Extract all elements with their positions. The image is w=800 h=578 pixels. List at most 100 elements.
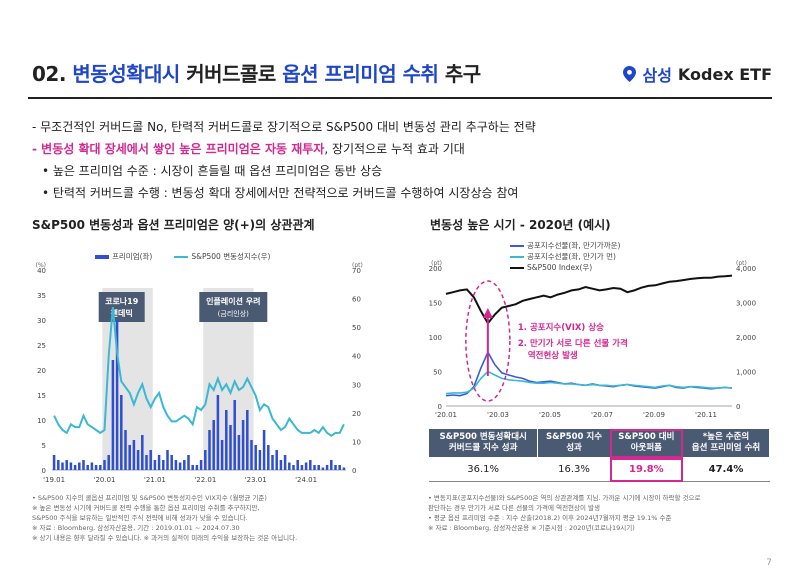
- bar: [309, 460, 312, 470]
- table-header-cell: S&P500 변동성확대시 커버드콜 지수 성과: [427, 428, 539, 458]
- bar: [69, 462, 73, 470]
- bar: [145, 455, 148, 470]
- bar: [153, 460, 157, 470]
- bar: [317, 465, 320, 470]
- bar: [338, 465, 341, 470]
- title-part-b: 커버드콜로: [186, 62, 276, 86]
- bar: [191, 465, 194, 470]
- note-line: S&P500 주식을 보유하는 일반적인 주식 전략에 비해 성과가 낮을 수 …: [32, 514, 248, 522]
- x-tick: '20.09: [643, 411, 665, 419]
- bar: [65, 460, 68, 470]
- bar: [233, 400, 236, 470]
- y-right-tick: 3,000: [736, 300, 756, 308]
- y-left-tick: 35: [37, 292, 46, 300]
- y-right-tick: 30: [352, 381, 361, 389]
- y-right-tick: 4,000: [736, 265, 756, 273]
- brand-name: Kodex ETF: [677, 64, 772, 84]
- left-chart: 코로나19 팬데믹 인플레이션 우려 (금리인상) (%) (pt) 0 5 10 15 20 25 3…: [36, 262, 363, 484]
- right-chart-title: 변동성 높은 시기 - 2020년 (예시): [430, 218, 611, 232]
- x-tick: '20.05: [539, 411, 561, 419]
- y-right-unit: (pt): [352, 262, 363, 269]
- bar: [94, 465, 98, 470]
- y-left-tick: 30: [37, 317, 46, 325]
- table-cell-highlight: 19.8%: [610, 457, 683, 482]
- bar: [82, 460, 85, 470]
- x-tick: '22.01: [194, 476, 216, 484]
- annotation-inversion: 역전현상 발생: [528, 350, 578, 361]
- bar: [107, 455, 110, 470]
- highlight-ellipse: [465, 280, 511, 402]
- bullet-list: - 무조건적인 커버드콜 No, 탄력적 커버드콜로 장기적으로 S&P500 …: [32, 116, 536, 204]
- annotation-label: 인플레이션 우려: [206, 296, 260, 306]
- bar: [73, 465, 77, 470]
- legend-swatch-line: [174, 256, 189, 258]
- bar: [195, 465, 199, 470]
- note-line: ※ 자료 : Bloomberg, 삼성자산운용 ※ 기준시점 : 2020년(…: [428, 524, 635, 532]
- legend-item-near: 공포지수선물(좌, 만기가까운): [510, 240, 620, 251]
- bar: [262, 430, 266, 470]
- arrow-head: [482, 308, 493, 318]
- legend-item-sp500: S&P500 Index(우): [510, 262, 620, 273]
- legend-item-premium: 프리미엄(좌): [95, 251, 152, 262]
- left-chart-title: S&P500 변동성과 옵션 프리미엄은 양(+)의 상관관계: [32, 218, 315, 232]
- x-tick: '19.01: [43, 476, 65, 484]
- annotation-label: 코로나19: [105, 296, 139, 306]
- note-line: ※ 자료 : Bloomberg, 삼성자산운용, 기간 : 2019.01.0…: [32, 524, 240, 532]
- bar: [103, 460, 106, 470]
- x-tick: '24.01: [295, 476, 317, 484]
- bar: [258, 450, 262, 470]
- bar: [78, 462, 81, 470]
- bar: [136, 450, 140, 470]
- vix-line: [53, 307, 345, 437]
- x-tick: '20.01: [435, 411, 457, 419]
- y-left-tick: 50: [433, 369, 442, 377]
- x-tick: '21.01: [144, 476, 166, 484]
- bar: [334, 465, 337, 470]
- bar: [212, 420, 215, 470]
- y-left-tick: 200: [429, 265, 442, 273]
- y-left-tick: 0: [438, 403, 442, 411]
- y-right-tick: 1,000: [736, 369, 756, 377]
- note-line: • 평균 옵션 프리미엄 수준 : 지수 산출(2018.2) 이후 2024년…: [428, 514, 672, 522]
- legend-swatch-sp500: [510, 267, 524, 269]
- y-left-tick: 25: [37, 342, 46, 350]
- bar: [149, 450, 152, 470]
- y-left-tick: 10: [37, 417, 46, 425]
- bar: [225, 410, 228, 470]
- bar: [170, 455, 173, 470]
- bar: [241, 420, 245, 470]
- legend-label-vix: S&P500 변동성지수(우): [191, 252, 271, 261]
- y-right-tick: 50: [352, 324, 361, 332]
- x-tick: '20.07: [591, 411, 613, 419]
- y-right-tick: 70: [352, 267, 361, 275]
- right-chart: (pt) (pt) 0 50 100 150 200 0 1,000 2,000 3,000 4,00…: [429, 260, 756, 419]
- bar: [166, 450, 169, 470]
- legend-label-near: 공포지수선물(좌, 만기가까운): [527, 241, 621, 250]
- bar: [250, 440, 253, 470]
- bar: [57, 460, 60, 470]
- bar: [178, 462, 182, 470]
- x-tick: '23.01: [245, 476, 267, 484]
- annotation-vix: 1. 공포지수(VIX) 상승: [518, 322, 604, 333]
- bar: [296, 460, 299, 470]
- bullet-3: • 높은 프리미엄 수준 : 시장이 흔들릴 때 옵션 프리미엄은 동반 상승: [42, 164, 383, 178]
- bar: [115, 320, 119, 470]
- y-left-tick: 100: [429, 334, 442, 342]
- right-notes: • 변동지표(공포지수선물)와 S&P500은 역의 상관관계를 지님. 가까운…: [428, 493, 773, 533]
- y-left-tick: 5: [42, 442, 46, 450]
- y-right-tick: 20: [352, 410, 361, 418]
- table-header-row: S&P500 변동성확대시 커버드콜 지수 성과 S&P500 지수 성과 S&…: [427, 428, 770, 458]
- y-right-tick: 0: [736, 403, 740, 411]
- title-highlight-a: 변동성확대시: [72, 62, 180, 86]
- page-title: 02. 변동성확대시 커버드콜로 옵션 프리미엄 수취 추구: [32, 58, 481, 87]
- y-left-tick: 15: [37, 392, 46, 400]
- bar: [321, 467, 325, 470]
- y-left-tick: 20: [37, 367, 46, 375]
- bar: [325, 465, 329, 470]
- brand-logo: 삼성 Kodex ETF: [623, 62, 772, 86]
- left-notes: • S&P500 지수의 콜옵션 프리미엄 및 S&P500 변동성지수인 VI…: [32, 493, 407, 543]
- header-divider: [28, 97, 772, 99]
- series-line: [445, 350, 733, 397]
- bar: [208, 430, 211, 470]
- note-line: ※ 높은 변동성 시기에 커버드콜 전략 수행을 통한 옵션 프리미엄 수취를 …: [32, 504, 260, 512]
